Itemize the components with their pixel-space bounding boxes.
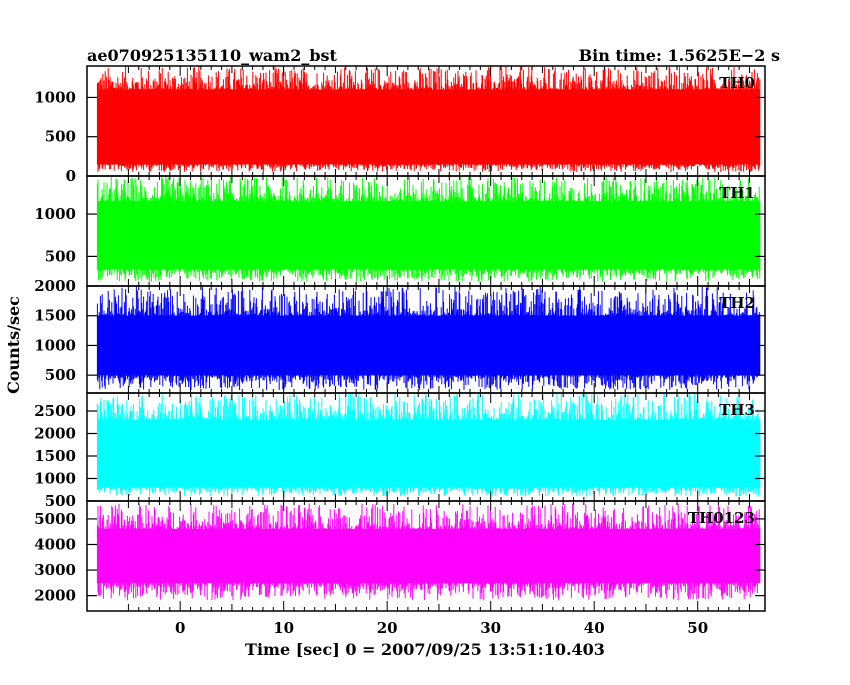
y-tick-label: 1000 (34, 88, 76, 106)
panel-frame (86, 500, 766, 612)
y-tick-label: 500 (45, 492, 76, 510)
y-tick-label: 500 (45, 128, 76, 146)
y-tick-label: 2000 (34, 587, 76, 605)
y-tick-label: 1000 (34, 470, 76, 488)
series-th0123-band (97, 529, 760, 583)
y-tick-label: 2500 (34, 402, 76, 420)
panel-th2: 500 1000 1500 2000 TH2 (34, 277, 766, 394)
chart-subtitle: Bin time: 1.5625E−2 s (579, 46, 780, 65)
y-tick-label: 1500 (34, 307, 76, 325)
panel-th0: 0 500 1000 TH0 (34, 65, 766, 185)
panel-label: TH0123 (688, 509, 755, 527)
y-tick-label: 5000 (34, 510, 76, 528)
y-tick-label: 0 (66, 167, 76, 185)
y-tick-label: 1000 (34, 205, 76, 223)
x-tick-label: 40 (584, 619, 605, 637)
y-axis-label: Counts/sec (4, 296, 23, 394)
x-tick-label: 10 (273, 619, 294, 637)
panels-group: 05001000TH05001000TH1500100015002000TH25… (34, 65, 766, 637)
panel-label: TH1 (719, 184, 755, 202)
panel-th0123: 2000 3000 4000 5000 TH0123 (34, 500, 766, 612)
x-tick-label: 50 (687, 619, 708, 637)
panel-label: TH2 (719, 294, 755, 312)
y-tick-label: 4000 (34, 535, 76, 553)
x-axis-label: Time [sec] 0 = 2007/09/25 13:51:10.403 (245, 640, 605, 659)
y-tick-label: 1000 (34, 336, 76, 354)
chart-title: ae070925135110_wam2_bst (87, 46, 338, 65)
x-tick-label: 0 (175, 619, 185, 637)
series-th3-band (97, 420, 760, 488)
y-tick-label: 3000 (34, 561, 76, 579)
y-tick-label: 2000 (34, 277, 76, 295)
x-tick-label: 30 (480, 619, 501, 637)
panel-th1: 500 1000 TH1 (34, 175, 766, 287)
series-th0-band (97, 89, 760, 165)
series-th2-band (97, 315, 760, 376)
panel-th3: 500 1000 1500 2000 2500 TH3 (34, 392, 766, 510)
y-tick-label: 2000 (34, 425, 76, 443)
panel-label: TH3 (719, 401, 755, 419)
x-tick-label: 20 (377, 619, 398, 637)
y-tick-label: 1500 (34, 447, 76, 465)
series-th1-band (97, 201, 760, 270)
panel-label: TH0 (719, 74, 755, 92)
y-tick-label: 500 (45, 247, 76, 265)
y-tick-label: 500 (45, 366, 76, 384)
